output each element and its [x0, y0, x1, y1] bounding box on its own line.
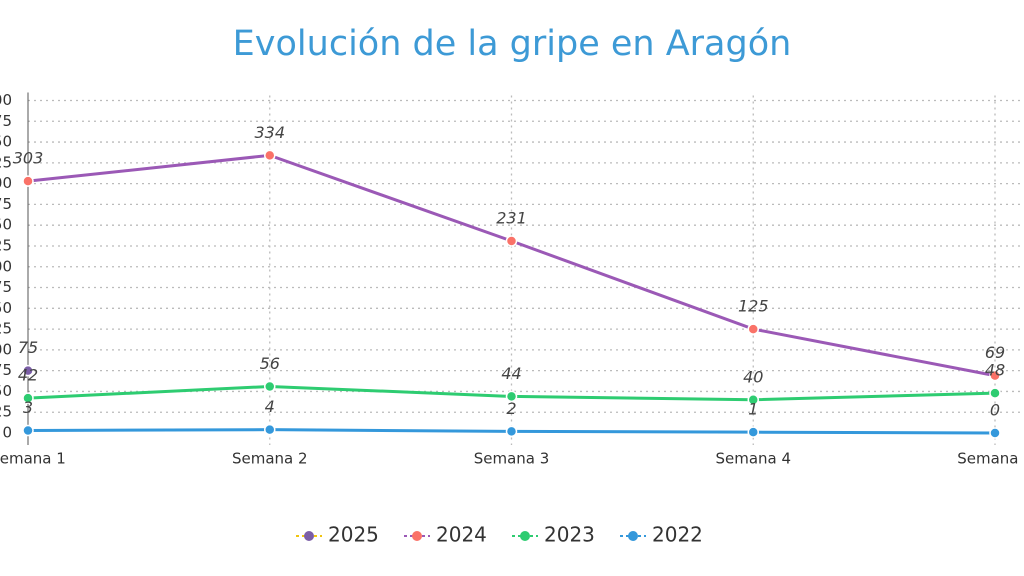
- value-label: 42: [18, 366, 38, 385]
- x-tick-label: Semana 3: [474, 450, 550, 468]
- x-tick-label: Semana 4: [715, 450, 791, 468]
- y-tick-label: 25: [0, 403, 12, 421]
- legend-marker: [412, 531, 422, 541]
- y-tick-label: 250: [0, 216, 12, 234]
- y-tick-label: 0: [2, 424, 12, 442]
- y-tick-label: 50: [0, 382, 12, 400]
- point: [22, 392, 34, 404]
- point: [264, 423, 276, 436]
- legend-marker: [628, 531, 638, 541]
- point: [22, 364, 34, 377]
- y-tick-label: 375: [0, 112, 12, 130]
- point: [22, 424, 34, 437]
- chart-title: Evolución de la gripe en Aragón: [233, 24, 792, 64]
- y-tick-label: 325: [0, 153, 12, 171]
- point: [747, 323, 759, 335]
- x-tick-label: Semana 1: [0, 450, 66, 468]
- point: [505, 390, 518, 403]
- legend-marker: [304, 531, 314, 541]
- value-label: 69: [985, 343, 1005, 362]
- point: [505, 235, 518, 247]
- point: [989, 387, 1001, 399]
- y-tick-label: 350: [0, 133, 12, 151]
- y-tick-label: 275: [0, 195, 12, 213]
- point: [747, 394, 759, 406]
- value-label: 2: [506, 399, 516, 418]
- y-tick-label: 75: [0, 361, 12, 379]
- point: [989, 369, 1001, 382]
- y-tick-label: 200: [0, 257, 12, 275]
- x-tick-label: Semana 2: [232, 450, 308, 468]
- legend-label: 2025: [328, 523, 379, 547]
- y-tick-label: 400: [0, 91, 12, 109]
- y-tick-label: 175: [0, 278, 12, 296]
- value-label: 75: [18, 338, 38, 357]
- y-tick-label: 225: [0, 236, 12, 254]
- value-label: 48: [985, 361, 1005, 380]
- legend-label: 2022: [652, 523, 703, 547]
- y-tick-label: 150: [0, 299, 12, 317]
- value-label: 44: [501, 364, 521, 383]
- point: [22, 175, 34, 187]
- value-label: 303: [13, 149, 44, 168]
- value-label: 0: [990, 401, 1000, 420]
- y-tick-label: 100: [0, 340, 12, 358]
- value-label: 4: [265, 397, 275, 416]
- value-label: 3: [23, 398, 33, 417]
- point: [747, 426, 759, 438]
- point: [989, 427, 1001, 439]
- value-label: 1: [748, 400, 758, 419]
- x-tick-label: Semana 5: [957, 450, 1024, 468]
- point: [505, 425, 518, 438]
- point: [264, 149, 276, 162]
- value-label: 125: [738, 297, 769, 316]
- legend-label: 2023: [544, 523, 595, 547]
- value-label: 56: [260, 354, 280, 373]
- value-label: 40: [743, 367, 763, 386]
- y-tick-label: 300: [0, 174, 12, 192]
- point: [264, 380, 276, 393]
- legend-marker: [520, 531, 530, 541]
- y-tick-label: 125: [0, 320, 12, 338]
- value-label: 334: [254, 123, 285, 142]
- legend-label: 2024: [436, 523, 487, 547]
- value-label: 231: [496, 208, 527, 227]
